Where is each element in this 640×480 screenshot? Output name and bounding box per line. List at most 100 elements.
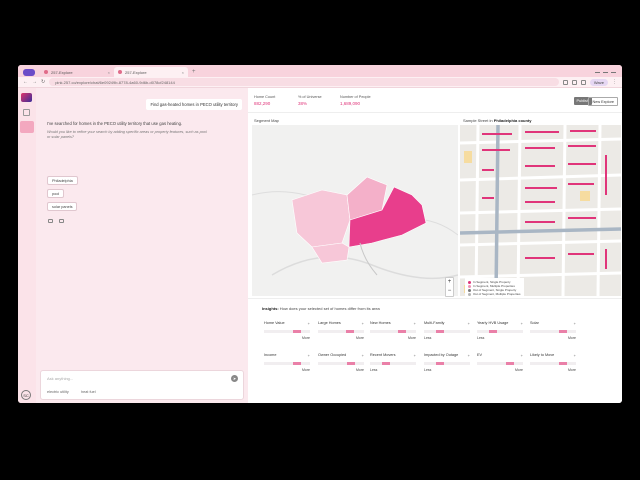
insight-bar-marker xyxy=(436,362,445,365)
tab-bar: 257-Explore × 257-Explore × + xyxy=(18,65,622,77)
insight-bar-marker xyxy=(293,362,302,365)
insight-card[interactable]: EV + More xyxy=(477,353,523,377)
insight-direction: More xyxy=(302,368,310,372)
insight-bar-marker xyxy=(382,362,391,365)
logo-icon xyxy=(21,93,32,102)
insight-card[interactable]: Multi-Family + Less xyxy=(424,321,470,345)
add-filter-icon[interactable]: + xyxy=(520,353,523,358)
insight-name: Income xyxy=(264,353,277,357)
app-sidebar: SC xyxy=(18,88,36,403)
stat-universe: % of Universe 38% xyxy=(298,95,322,106)
reload-icon[interactable]: ↻ xyxy=(41,79,46,85)
utility-selector[interactable]: electric utility xyxy=(47,390,69,394)
minimize-icon[interactable] xyxy=(595,71,600,73)
add-filter-icon[interactable]: + xyxy=(361,353,364,358)
insight-card[interactable]: Likely to Move + More xyxy=(530,353,576,377)
add-filter-icon[interactable]: + xyxy=(413,321,416,326)
insights-title: Insights: How does your selected set of … xyxy=(262,306,380,311)
add-filter-icon[interactable]: + xyxy=(307,321,310,326)
back-icon[interactable]: ← xyxy=(23,79,28,85)
chat-input[interactable]: Ask anything... xyxy=(47,376,74,381)
stats-header: Home Count 882,290 % of Universe 38% Numbe… xyxy=(248,88,622,113)
url-field[interactable]: pink.257.co/explore/chat/6e09249b-8778-4… xyxy=(49,78,559,86)
insight-name: Large Homes xyxy=(318,321,341,325)
zoom-in-button[interactable]: + xyxy=(447,279,452,285)
insight-bar-marker xyxy=(346,330,355,333)
insight-name: Impacted by Outage xyxy=(424,353,459,357)
insight-card[interactable]: Solar + More xyxy=(530,321,576,345)
insight-card[interactable]: Impacted by Outage + Less xyxy=(424,353,470,377)
add-filter-icon[interactable]: + xyxy=(573,321,576,326)
insight-direction: More xyxy=(408,336,416,340)
add-filter-icon[interactable]: + xyxy=(573,353,576,358)
legend-item: Out of Segment, Single Property xyxy=(468,288,521,292)
zoom-out-button[interactable]: − xyxy=(447,288,452,294)
document-icon[interactable] xyxy=(23,109,30,116)
insight-direction: More xyxy=(515,368,523,372)
insight-card[interactable]: Yearly HVB Usage + Less xyxy=(477,321,523,345)
favicon-icon xyxy=(118,70,122,74)
segment-map-label: Segment Map xyxy=(254,118,279,123)
insight-direction: More xyxy=(568,336,576,340)
sample-street-map[interactable]: In Segment, Single Property In Segment, … xyxy=(460,125,621,296)
add-filter-icon[interactable]: + xyxy=(520,321,523,326)
user-message: Find gas-heated homes in PECO utility te… xyxy=(146,99,242,110)
suggestion-chip[interactable]: pool xyxy=(47,189,65,198)
suggestion-chip[interactable]: solar panels xyxy=(47,202,78,211)
thumbs-down-icon[interactable] xyxy=(59,219,64,223)
add-filter-icon[interactable]: + xyxy=(467,321,470,326)
maximize-icon[interactable] xyxy=(603,71,608,73)
insight-card[interactable]: Large Homes + More xyxy=(318,321,364,345)
insight-name: Solar xyxy=(530,321,539,325)
browser-tab-active[interactable]: 257-Explore × xyxy=(114,67,188,77)
insight-bar-marker xyxy=(293,330,302,333)
address-bar: ← → ↻ pink.257.co/explore/chat/6e09249b-… xyxy=(18,77,622,88)
insight-bar-marker xyxy=(506,362,515,365)
insight-card[interactable]: Recent Movers + Less xyxy=(370,353,416,377)
insight-bar xyxy=(318,330,364,333)
menu-icon[interactable]: ⋮ xyxy=(612,79,617,85)
insight-card[interactable]: Owner Occupied + More xyxy=(318,353,364,377)
segment-map[interactable]: + − xyxy=(251,125,459,297)
add-filter-icon[interactable]: + xyxy=(361,321,364,326)
profile-button[interactable]: Wave xyxy=(589,78,608,86)
browser-window: 257-Explore × 257-Explore × + ← → ↻ pink.2… xyxy=(18,65,622,403)
new-explore-button[interactable]: New Explore xyxy=(588,97,618,106)
close-icon[interactable]: × xyxy=(181,69,184,75)
insight-bar-marker xyxy=(436,330,445,333)
insight-card[interactable]: New Homes + More xyxy=(370,321,416,345)
tab-search-button[interactable] xyxy=(18,67,40,77)
thumbs-up-icon[interactable] xyxy=(48,219,53,223)
send-icon[interactable]: ➤ xyxy=(231,375,238,382)
legend-item: In Segment, Multiple Properties xyxy=(468,284,521,288)
legend-swatch xyxy=(468,292,471,296)
tab-group-icon xyxy=(23,68,35,76)
insight-bar xyxy=(424,330,470,333)
add-filter-icon[interactable]: + xyxy=(467,353,470,358)
download-icon[interactable] xyxy=(580,79,586,85)
add-filter-icon[interactable]: + xyxy=(307,353,310,358)
publish-button[interactable]: Publish xyxy=(573,97,592,105)
suggestion-chip[interactable]: Philadelphia xyxy=(47,176,78,185)
explore-nav-item[interactable] xyxy=(20,121,34,133)
insight-direction: More xyxy=(302,336,310,340)
close-window-icon[interactable] xyxy=(611,71,616,73)
sample-street-label: Sample Street in Philadelphia county xyxy=(463,118,532,123)
insights-panel: Insights: How does your selected set of … xyxy=(248,298,622,403)
insight-card[interactable]: Income + More xyxy=(264,353,310,377)
extension-icon[interactable] xyxy=(562,79,568,85)
stat-people: Number of People 1,689,090 xyxy=(340,95,371,106)
legend-swatch xyxy=(468,288,471,292)
legend-item: In Segment, Single Property xyxy=(468,280,521,284)
new-tab-button[interactable]: + xyxy=(192,69,196,75)
insight-card[interactable]: Home Value + More xyxy=(264,321,310,345)
add-filter-icon[interactable]: + xyxy=(413,353,416,358)
close-icon[interactable]: × xyxy=(107,69,110,75)
bookmark-icon[interactable] xyxy=(571,79,577,85)
insight-bar-marker xyxy=(559,362,568,365)
avatar[interactable]: SC xyxy=(21,390,31,400)
insight-bar xyxy=(318,362,364,365)
forward-icon[interactable]: → xyxy=(32,79,37,85)
browser-tab[interactable]: 257-Explore × xyxy=(40,67,114,77)
heat-fuel-selector[interactable]: heat fuel xyxy=(81,390,96,394)
